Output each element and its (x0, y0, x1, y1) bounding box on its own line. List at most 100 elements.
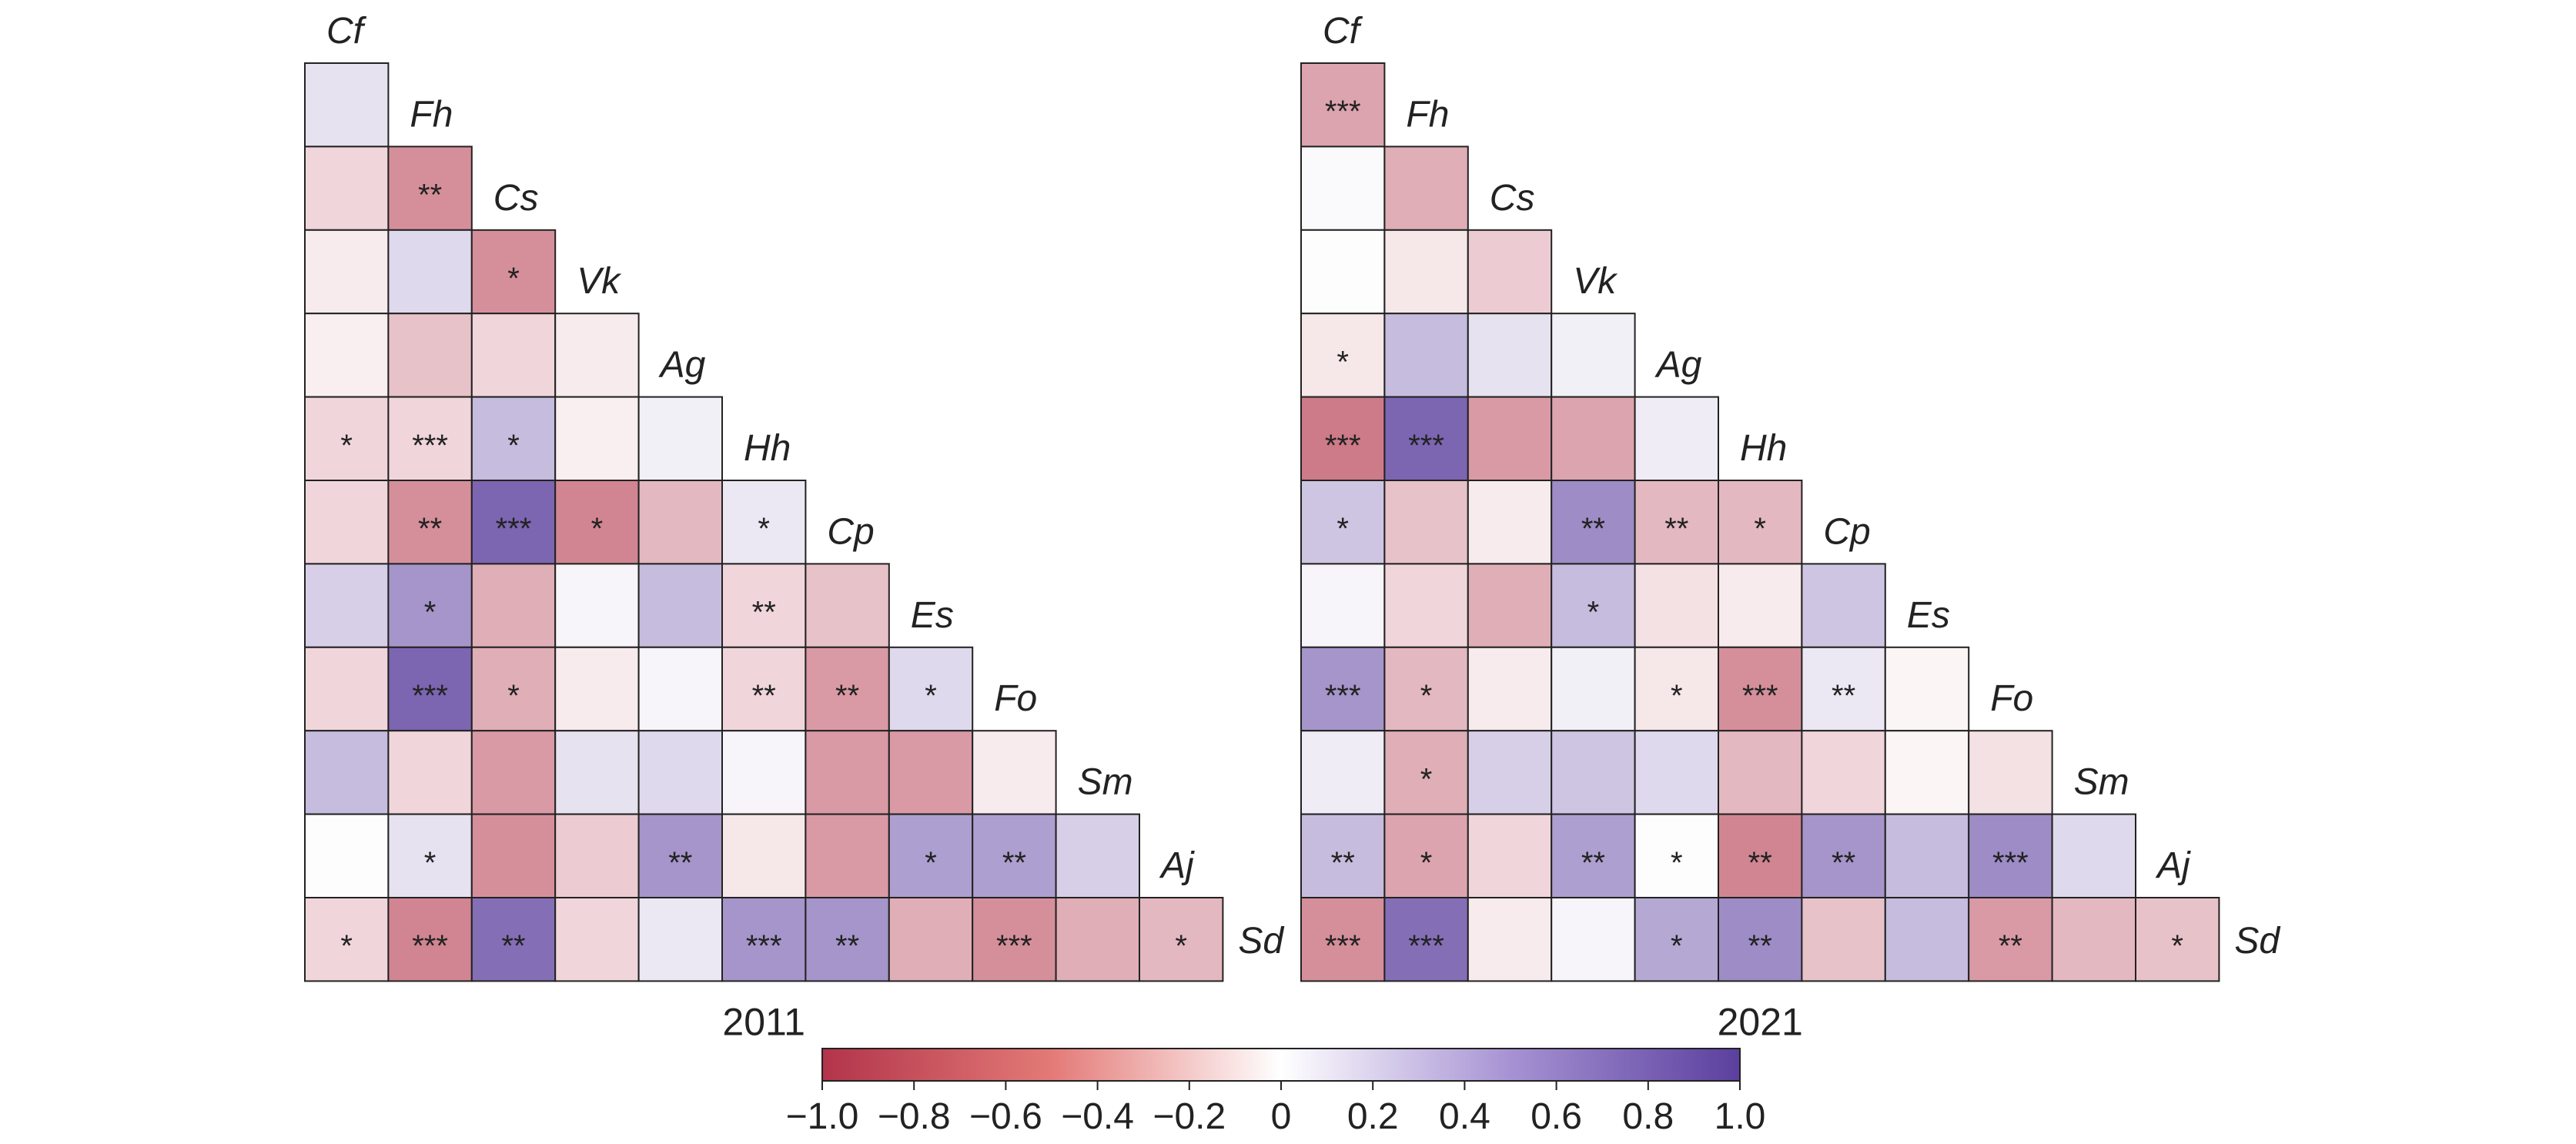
heatmap-cell (304, 62, 390, 148)
heatmap-panel-2021: ******* **** ** ** ***** * * *** ***** * ** * ** ** **… (1300, 11, 2280, 1043)
heatmap-cell (304, 396, 390, 481)
species-label: Fh (1406, 94, 1449, 135)
heatmap-cell (1383, 146, 1469, 231)
significance-stars: * (925, 846, 937, 880)
heatmap-cell (637, 480, 723, 565)
significance-stars: *** (996, 929, 1032, 963)
species-label: Fh (410, 94, 453, 135)
heatmap-cell (1139, 897, 1224, 982)
heatmap-cell (1383, 229, 1469, 315)
species-label: Cf (1323, 11, 1363, 52)
colorbar-tick-label: 0 (1271, 1096, 1292, 1137)
heatmap-cell (1884, 646, 1970, 732)
colorbar-tick-label: 1.0 (1715, 1096, 1766, 1137)
species-label: Fo (994, 678, 1037, 719)
heatmap-cell (1300, 62, 1386, 148)
colorbar-tick-label: 0.2 (1347, 1096, 1399, 1137)
heatmap-cell (1300, 730, 1386, 815)
heatmap-cell (1467, 563, 1553, 648)
heatmap-cell (387, 813, 473, 898)
significance-stars: * (1587, 596, 1600, 630)
heatmap-cell (554, 313, 640, 398)
heatmap-cell (304, 146, 390, 231)
heatmap-cell (470, 229, 557, 315)
heatmap-cell (304, 313, 390, 398)
heatmap-cell (1383, 313, 1469, 398)
significance-stars: * (1420, 679, 1433, 713)
significance-stars: ** (1664, 512, 1688, 546)
heatmap-cell (554, 730, 640, 815)
significance-stars: * (340, 929, 353, 963)
significance-stars: ** (835, 929, 859, 963)
significance-stars: * (1175, 929, 1187, 963)
colorbar-tick-label: −0.4 (1061, 1096, 1134, 1137)
heatmap-cell (1801, 813, 1886, 898)
heatmap-cell (470, 563, 557, 648)
heatmap-cell (470, 813, 557, 898)
heatmap-cell (304, 813, 390, 898)
significance-stars: * (1420, 762, 1433, 796)
significance-stars: *** (1325, 95, 1361, 129)
species-label: Cs (1490, 178, 1535, 219)
heatmap-cell (1884, 730, 1970, 815)
significance-stars: * (507, 429, 520, 463)
species-label: Cf (326, 11, 367, 52)
significance-stars: *** (1325, 929, 1361, 963)
panel-year-label: 2021 (1718, 1000, 1803, 1043)
species-label: Hh (1740, 428, 1787, 469)
significance-stars: * (758, 512, 770, 546)
heatmap-cell (1383, 396, 1469, 481)
heatmap-cell (972, 813, 1057, 898)
significance-stars: ** (1748, 929, 1772, 963)
colorbar-tick-label: −0.6 (969, 1096, 1042, 1137)
colorbar-tick-label: 0.4 (1439, 1096, 1490, 1137)
heatmap-cell (304, 229, 390, 315)
heatmap-cell (1467, 897, 1553, 982)
heatmap-cell (2051, 897, 2137, 982)
heatmap-cell (1383, 480, 1469, 565)
heatmap-cell (1383, 563, 1469, 648)
heatmap-cell (1551, 813, 1636, 898)
species-label: Hh (744, 428, 791, 469)
significance-stars: *** (412, 679, 448, 713)
heatmap-cell (387, 229, 473, 315)
heatmap-cell (721, 730, 807, 815)
heatmap-cell (1968, 897, 2053, 982)
heatmap-cell (637, 646, 723, 732)
heatmap-cell (304, 563, 390, 648)
significance-stars: ** (418, 179, 442, 212)
heatmap-cell (1884, 813, 1970, 898)
significance-stars: ** (1002, 846, 1026, 880)
heatmap-cell (1300, 146, 1386, 231)
significance-stars: ** (1999, 929, 2022, 963)
heatmap-cell (1467, 730, 1553, 815)
significance-stars: * (925, 679, 937, 713)
heatmap-cell (554, 813, 640, 898)
significance-stars: * (424, 596, 437, 630)
heatmap-cell (805, 897, 890, 982)
significance-stars: ** (752, 596, 776, 630)
significance-stars: ** (752, 679, 776, 713)
heatmap-cell (554, 646, 640, 732)
colorbar-tick-label: −0.8 (878, 1096, 951, 1137)
heatmap-cell (554, 480, 640, 565)
heatmap-cell (1551, 730, 1636, 815)
heatmap-cell (1383, 897, 1469, 982)
heatmap-cell (554, 396, 640, 481)
heatmap-cell (1467, 229, 1553, 315)
species-label: Vk (577, 261, 622, 302)
heatmap-cell (1300, 646, 1386, 732)
significance-stars: * (1671, 679, 1683, 713)
heatmap-cell (1551, 313, 1636, 398)
significance-stars: * (591, 512, 604, 546)
heatmap-cell (1551, 396, 1636, 481)
heatmap-cell (888, 813, 974, 898)
significance-stars: *** (496, 512, 532, 546)
heatmap-cell (2051, 813, 2137, 898)
significance-stars: * (2171, 929, 2183, 963)
heatmap-cell (972, 730, 1057, 815)
significance-stars: ** (1832, 679, 1855, 713)
species-label: Aj (2155, 845, 2191, 886)
heatmap-cell (304, 646, 390, 732)
significance-stars: ** (835, 679, 859, 713)
